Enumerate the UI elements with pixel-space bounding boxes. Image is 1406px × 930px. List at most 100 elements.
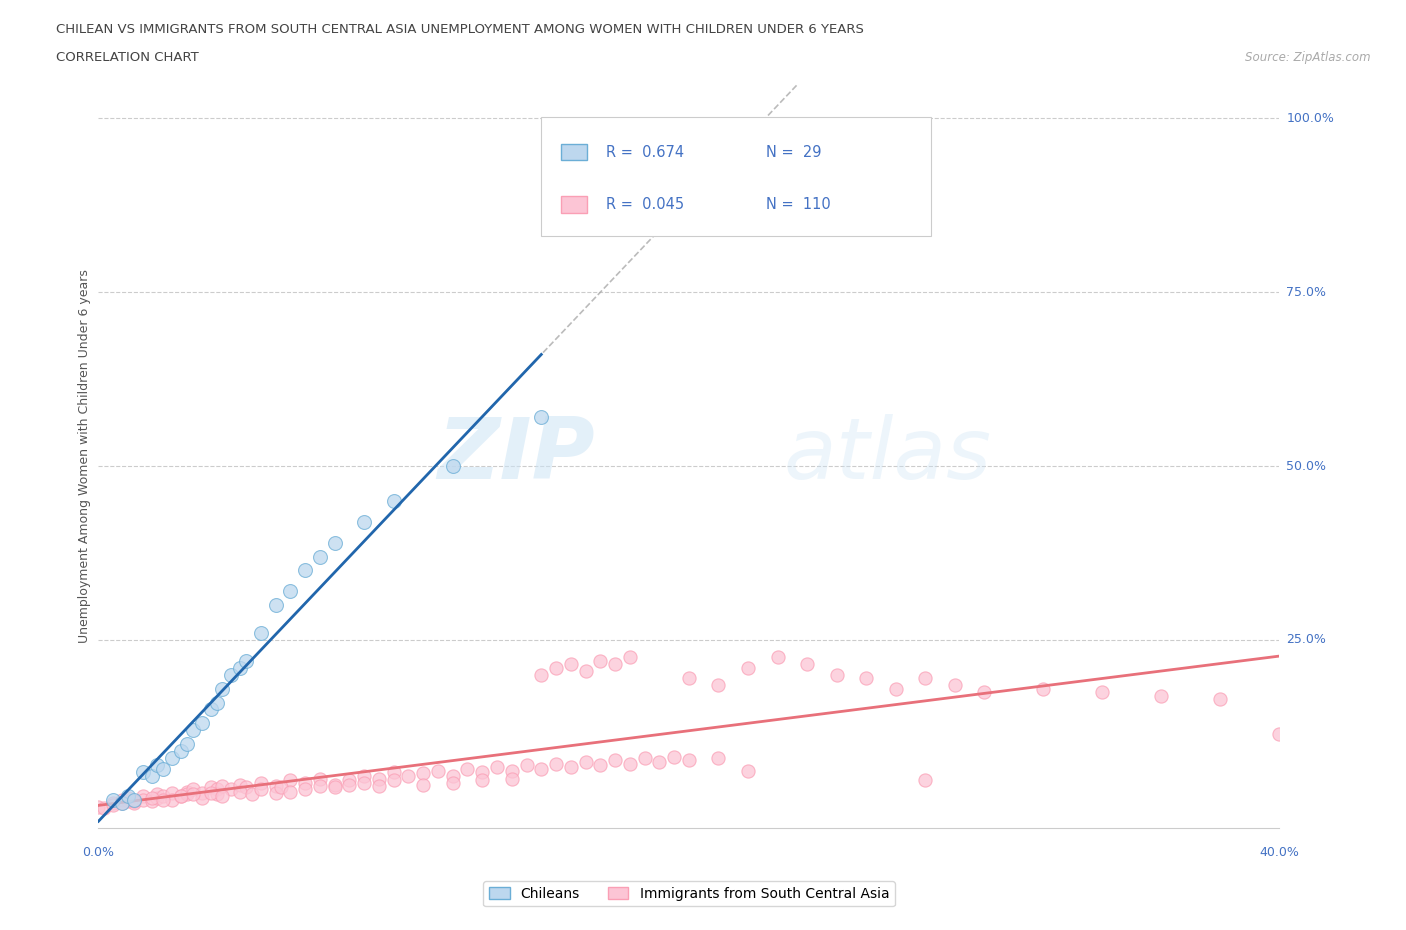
Point — [122, 794, 145, 809]
Point — [1091, 684, 1114, 699]
Point — [544, 756, 567, 771]
Point — [825, 668, 848, 683]
Point — [235, 780, 257, 795]
Point — [501, 764, 523, 778]
Point — [648, 754, 671, 769]
Point — [323, 535, 346, 550]
Point — [574, 754, 596, 769]
Point — [191, 786, 214, 801]
Point — [205, 782, 228, 797]
Point — [382, 494, 405, 509]
Point — [162, 792, 183, 807]
Point — [205, 787, 228, 802]
Point — [412, 777, 434, 792]
Text: N =  29: N = 29 — [766, 145, 821, 160]
Point — [132, 792, 155, 807]
Point — [353, 775, 375, 790]
Point — [117, 789, 139, 804]
Point — [309, 778, 332, 793]
Point — [117, 791, 139, 806]
Point — [122, 796, 145, 811]
Point — [111, 796, 134, 811]
Point — [619, 650, 641, 665]
Point — [737, 764, 759, 778]
Point — [471, 773, 494, 788]
Point — [294, 775, 316, 790]
Point — [884, 681, 907, 696]
Point — [796, 657, 818, 671]
Point — [1268, 726, 1291, 741]
Point — [200, 702, 222, 717]
Point — [309, 549, 332, 564]
Point — [574, 664, 596, 679]
Point — [235, 654, 257, 669]
Point — [111, 792, 134, 807]
Point — [278, 773, 302, 788]
Text: N =  110: N = 110 — [766, 197, 831, 212]
Point — [353, 514, 375, 529]
Point — [544, 660, 567, 675]
Point — [170, 789, 193, 804]
Point — [219, 668, 242, 683]
Text: 25.0%: 25.0% — [1286, 633, 1326, 646]
Point — [323, 777, 346, 792]
Point — [353, 768, 375, 783]
Text: 75.0%: 75.0% — [1286, 286, 1326, 299]
Point — [191, 716, 214, 731]
Point — [152, 792, 174, 807]
Point — [200, 780, 222, 795]
Point — [176, 737, 198, 751]
Point — [337, 777, 360, 792]
Point — [146, 787, 169, 802]
Point — [211, 681, 233, 696]
Point — [132, 789, 155, 804]
Point — [323, 780, 346, 795]
Point — [229, 660, 252, 675]
Point — [250, 626, 273, 641]
Point — [181, 787, 204, 802]
Point — [664, 750, 686, 764]
Point — [152, 789, 174, 804]
Point — [396, 768, 419, 783]
Point — [368, 772, 391, 787]
Point — [146, 791, 169, 806]
Point — [170, 789, 193, 804]
Point — [515, 758, 537, 773]
Point — [309, 772, 332, 787]
Point — [141, 768, 163, 783]
Point — [141, 791, 163, 806]
Text: ZIP: ZIP — [437, 414, 595, 498]
Point — [678, 752, 700, 767]
Point — [278, 584, 302, 599]
Point — [162, 786, 183, 801]
Point — [619, 756, 641, 771]
Point — [914, 773, 936, 788]
Point — [678, 671, 700, 685]
Point — [141, 794, 163, 809]
FancyBboxPatch shape — [561, 196, 588, 213]
Y-axis label: Unemployment Among Women with Children Under 6 years: Unemployment Among Women with Children U… — [79, 269, 91, 643]
Point — [471, 764, 494, 779]
FancyBboxPatch shape — [541, 117, 931, 236]
Point — [441, 775, 464, 790]
Legend: Chileans, Immigrants from South Central Asia: Chileans, Immigrants from South Central … — [484, 882, 894, 907]
Point — [181, 782, 204, 797]
Text: CHILEAN VS IMMIGRANTS FROM SOUTH CENTRAL ASIA UNEMPLOYMENT AMONG WOMEN WITH CHIL: CHILEAN VS IMMIGRANTS FROM SOUTH CENTRAL… — [56, 23, 865, 36]
Point — [943, 678, 966, 693]
Point — [530, 668, 553, 683]
Point — [250, 782, 273, 797]
Point — [200, 786, 222, 801]
Point — [1209, 692, 1232, 707]
Point — [205, 695, 228, 710]
Point — [530, 410, 553, 425]
Point — [181, 723, 204, 737]
Point — [368, 778, 391, 793]
Point — [1150, 688, 1173, 703]
Point — [117, 794, 139, 809]
Point — [211, 778, 233, 793]
Point — [111, 796, 134, 811]
Text: 0.0%: 0.0% — [83, 846, 114, 859]
Point — [412, 766, 434, 781]
Point — [176, 787, 198, 802]
Point — [486, 759, 509, 774]
